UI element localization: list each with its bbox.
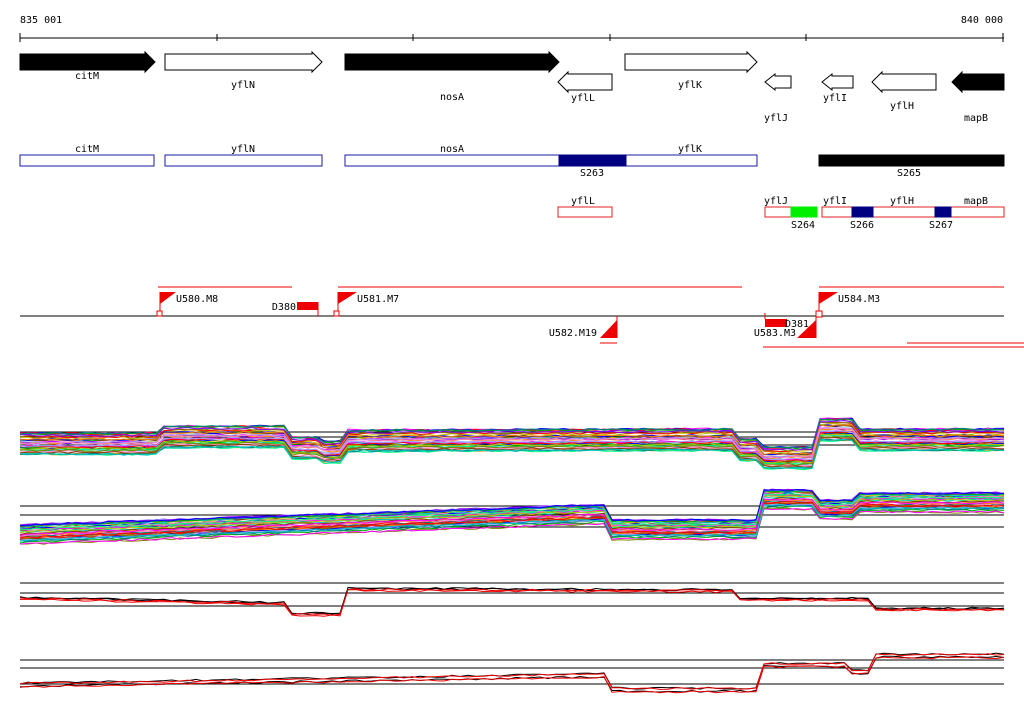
gene-arrow-yflI[interactable] xyxy=(821,72,854,92)
segment-label: S263 xyxy=(580,168,604,179)
upshift-marker xyxy=(333,310,340,317)
gene-arrow-mapB[interactable] xyxy=(951,70,1005,94)
segment-S263[interactable] xyxy=(558,154,627,167)
operon-box-yflI-mapB[interactable] xyxy=(821,206,1005,218)
upshift-flag[interactable] xyxy=(819,292,838,304)
segment-S267[interactable] xyxy=(934,206,952,218)
upshift-label: U581.M7 xyxy=(357,294,399,305)
segment-label: S264 xyxy=(791,220,815,231)
profile-curve xyxy=(19,436,1005,468)
profile-curve xyxy=(19,431,1004,462)
shift-track: U580.M8 D380 U581.M7 U582.M19 D381 U583.… xyxy=(20,286,1024,348)
operon-label: yflN xyxy=(231,144,255,155)
profile-curve xyxy=(19,433,1005,465)
downshift-label: D381 xyxy=(785,319,809,330)
upshift-flag[interactable] xyxy=(160,292,176,304)
expression-profiles xyxy=(19,417,1005,694)
upshift-marker xyxy=(815,310,823,318)
gene-arrow-yflL[interactable] xyxy=(557,70,613,94)
segment-label: S265 xyxy=(897,168,921,179)
gene-label: yflK xyxy=(678,80,702,91)
gene-label: yflH xyxy=(890,101,914,112)
operon-box-yflL[interactable] xyxy=(557,206,613,218)
gene-label: nosA xyxy=(440,92,464,103)
gene-arrow-yflH[interactable] xyxy=(871,70,937,94)
downshift-box[interactable] xyxy=(297,302,318,310)
segment-S264[interactable] xyxy=(790,206,818,218)
profile-curve xyxy=(19,436,1005,466)
ruler-end-label: 840 000 xyxy=(961,15,1003,26)
gene-arrow-citM[interactable] xyxy=(19,50,156,74)
profile-curve xyxy=(19,507,1005,545)
profile-curve xyxy=(19,589,1005,617)
profile-curve xyxy=(19,421,1005,452)
operon-label: yflK xyxy=(678,144,702,155)
segment-S265[interactable] xyxy=(818,154,1005,167)
upshift-label: U582.M19 xyxy=(549,328,597,339)
operon-box-yflN[interactable] xyxy=(164,154,323,167)
gene-arrow-yflN[interactable] xyxy=(164,50,323,74)
profile-curve xyxy=(19,498,1005,536)
operon-label: yflI xyxy=(823,196,847,207)
gene-track: citM yflN nosA yflL yflK yflJ yflI yflH … xyxy=(19,50,1005,124)
upshift-label: U584.M3 xyxy=(838,294,880,305)
segment-label: S267 xyxy=(929,220,953,231)
profile-curve xyxy=(19,493,1005,531)
profile-curve xyxy=(19,488,1005,527)
gene-label: yflJ xyxy=(764,113,788,124)
operon-label: yflL xyxy=(571,196,595,207)
gene-label: yflL xyxy=(571,93,595,104)
operon-box-citM[interactable] xyxy=(19,154,155,167)
profile-curve xyxy=(19,427,1005,458)
segment-label: S266 xyxy=(850,220,874,231)
gene-arrow-nosA[interactable] xyxy=(344,50,560,74)
segment-S266[interactable] xyxy=(851,206,874,218)
profile-curve xyxy=(19,653,1005,690)
gene-label: mapB xyxy=(964,113,988,124)
upshift-marker xyxy=(156,310,163,317)
operon-label: citM xyxy=(75,144,99,155)
gene-arrow-yflK[interactable] xyxy=(624,50,758,74)
profile-curve xyxy=(19,494,1005,532)
profile-curve xyxy=(19,418,1005,449)
profile-curve xyxy=(19,430,1005,461)
upshift-flag[interactable] xyxy=(338,292,357,304)
gene-label: citM xyxy=(75,71,99,82)
profile-curve xyxy=(19,588,1005,616)
upshift-flag[interactable] xyxy=(600,320,617,338)
operon-track-plus: citM yflN nosA yflK S263 S265 xyxy=(19,144,1005,179)
profile-curve xyxy=(19,503,1005,541)
downshift-label: D380 xyxy=(272,302,296,313)
profile-curve xyxy=(19,420,1005,451)
coordinate-ruler: 835 001 840 000 xyxy=(19,15,1004,42)
upshift-label: U580.M8 xyxy=(176,294,218,305)
profile-curve xyxy=(19,495,1005,534)
profile-curve xyxy=(19,656,1005,694)
downshift-box[interactable] xyxy=(765,319,787,327)
gene-label: yflI xyxy=(823,93,847,104)
upshift-flag[interactable] xyxy=(797,320,816,338)
operon-label: mapB xyxy=(964,196,988,207)
profile-curve xyxy=(19,503,1005,542)
upshift-label: U583.M3 xyxy=(754,328,796,339)
operon-label: yflJ xyxy=(764,196,788,207)
ruler-start-label: 835 001 xyxy=(20,15,62,26)
profile-curve xyxy=(19,501,1005,539)
operon-track-minus: yflL yflJ S264 yflI yflH mapB S266 S267 xyxy=(557,196,1005,231)
profile-curve xyxy=(19,427,1005,459)
gene-label: yflN xyxy=(231,80,255,91)
operon-box-nosA-yflK[interactable] xyxy=(344,154,758,167)
operon-label: nosA xyxy=(440,144,464,155)
profile-curve xyxy=(19,438,1005,470)
gene-arrow-yflJ[interactable] xyxy=(764,72,792,92)
profile-curve xyxy=(19,424,1005,455)
operon-label: yflH xyxy=(890,196,914,207)
